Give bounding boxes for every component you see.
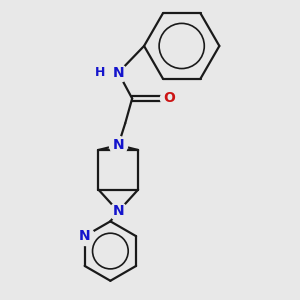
Text: N: N <box>112 138 124 152</box>
Text: N: N <box>79 229 90 243</box>
Text: N: N <box>112 66 124 80</box>
Text: O: O <box>164 92 175 106</box>
Text: N: N <box>112 204 124 218</box>
Text: H: H <box>95 66 106 79</box>
